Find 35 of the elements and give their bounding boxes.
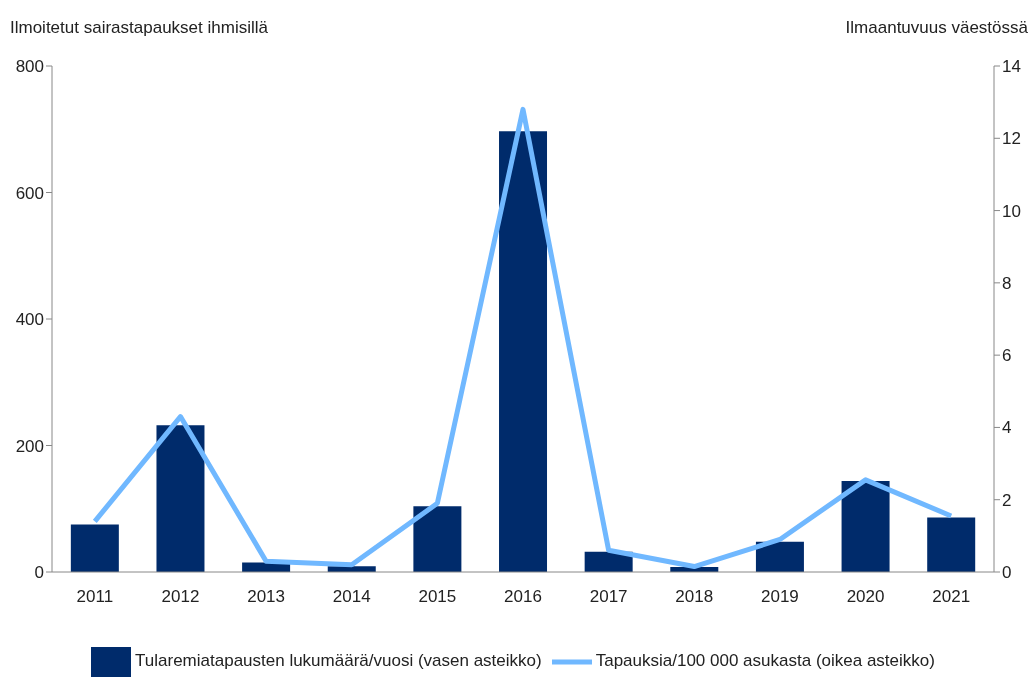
bar (156, 425, 205, 572)
y2-tick-label: 6 (1002, 346, 1012, 366)
bar (499, 131, 548, 572)
y2-tick-label: 0 (1002, 563, 1012, 583)
y-tick-label: 400 (15, 310, 44, 330)
bar (413, 506, 462, 572)
x-tick-label: 2017 (589, 587, 628, 607)
y2-tick-label: 2 (1002, 490, 1012, 510)
x-tick-label: 2020 (846, 587, 885, 607)
x-tick-label: 2016 (504, 587, 542, 607)
y2-tick-label: 8 (1002, 273, 1012, 293)
y2-tick-label: 4 (1002, 418, 1012, 438)
y-tick-label: 600 (15, 183, 44, 203)
bar (755, 541, 804, 572)
x-tick-label: 2019 (761, 587, 799, 607)
bar (927, 517, 976, 572)
legend-label: Tapauksia/100 000 asukasta (oikea asteikko) (595, 651, 935, 671)
y2-tick-label: 10 (1002, 201, 1021, 221)
x-tick-label: 2021 (932, 587, 971, 607)
y2-tick-label: 12 (1002, 129, 1021, 149)
bar (841, 480, 890, 572)
legend-label: Tularemiatapausten lukumäärä/vuosi (vasen asteikko) (135, 651, 542, 671)
bar (70, 524, 119, 572)
x-tick-label: 2015 (418, 587, 457, 607)
y-axis-title: Ilmoitetut sairastapaukset ihmisillä (10, 18, 268, 38)
y-tick-label: 800 (15, 57, 44, 77)
y2-tick-label: 14 (1002, 57, 1021, 77)
x-tick-label: 2012 (161, 587, 200, 607)
y-tick-label: 200 (15, 436, 44, 456)
y-tick-label: 0 (34, 563, 44, 583)
x-tick-label: 2011 (76, 587, 114, 607)
y2-axis-title: Ilmaantuvuus väestössä (845, 18, 1028, 38)
x-tick-label: 2014 (332, 587, 371, 607)
x-tick-label: 2018 (675, 587, 714, 607)
x-tick-label: 2013 (247, 587, 285, 607)
